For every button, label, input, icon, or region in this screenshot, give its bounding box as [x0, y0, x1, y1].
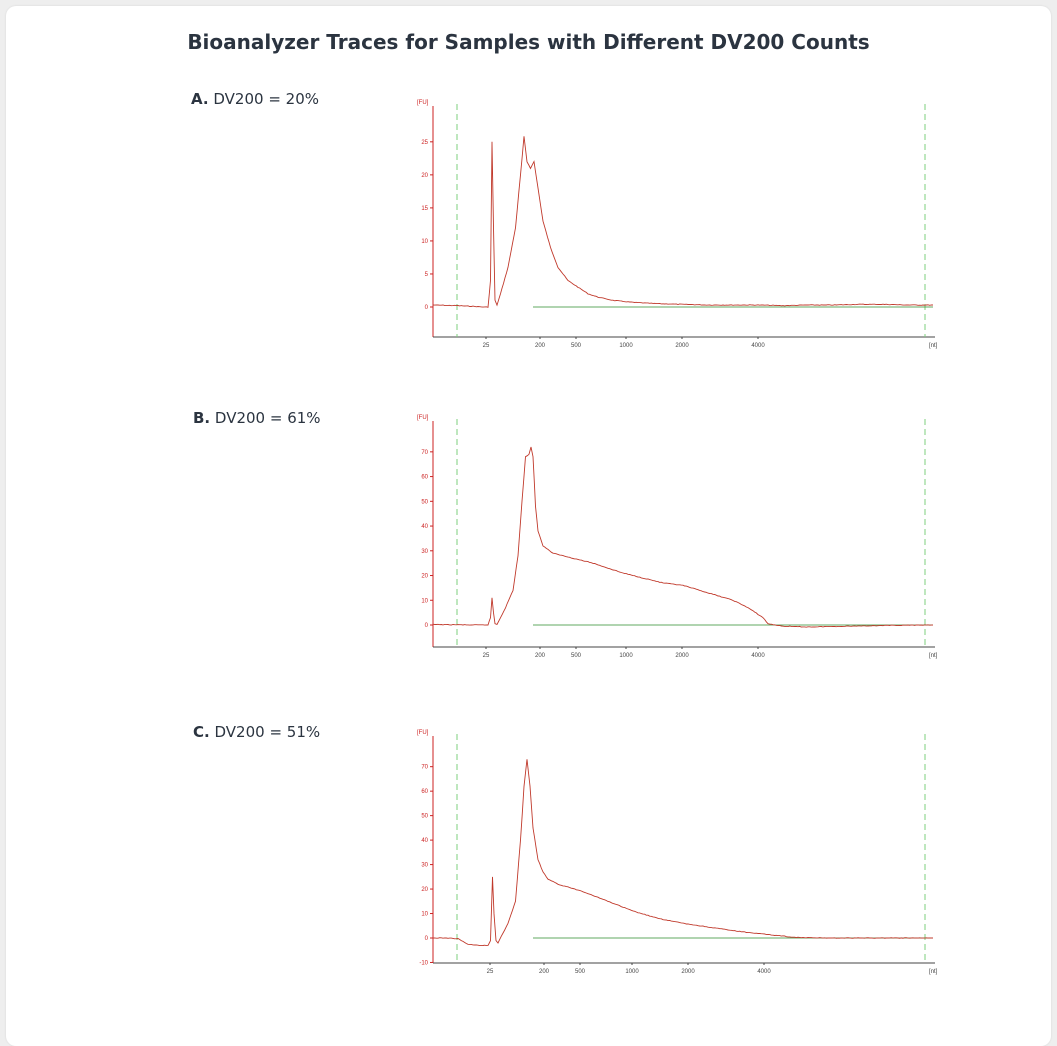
panel-a-letter: A.: [191, 90, 209, 108]
y-tick-label: 40: [421, 838, 428, 844]
trace-chart-a: [FU] [nt] 0 5 10 15 20 25 25 200 500 1000 2000 4000: [417, 100, 938, 349]
y-tick-label: 60: [421, 475, 428, 481]
panel-a-label: A. DV200 = 20%: [191, 90, 319, 108]
trace-chart-b: [FU] [nt] 0 10 20 30 40 50 60 70 25 200 500 1000 2000 4…: [417, 415, 938, 659]
x-tick-label: 500: [571, 653, 582, 659]
y-tick-label: 0: [425, 936, 429, 942]
x-tick-label: 25: [483, 343, 490, 349]
x-tick-label: 4000: [751, 653, 765, 659]
y-axis-label: [FU]: [417, 100, 429, 106]
x-tick-label: 2000: [675, 343, 689, 349]
y-tick-label: 20: [421, 173, 428, 179]
x-tick-label: 2000: [675, 653, 689, 659]
y-tick-label: 60: [421, 789, 428, 795]
panel-b-label: B. DV200 = 61%: [193, 409, 321, 427]
figure-title: Bioanalyzer Traces for Samples with Diff…: [187, 30, 870, 54]
x-tick-label: 200: [539, 969, 550, 975]
x-axis-label: [nt]: [929, 343, 938, 349]
x-tick-label: 4000: [751, 343, 765, 349]
y-tick-label: 30: [421, 863, 428, 869]
y-tick-label: 40: [421, 524, 428, 530]
y-tick-label: -10: [419, 960, 428, 966]
y-tick-label: 10: [421, 239, 428, 245]
x-tick-label: 4000: [757, 969, 771, 975]
figure-card: [6, 6, 1051, 1046]
y-tick-label: 30: [421, 549, 428, 555]
trace-line: [432, 759, 934, 947]
x-tick-label: 25: [483, 653, 490, 659]
x-tick-label: 200: [535, 343, 546, 349]
panel-b-caption: DV200 = 61%: [214, 409, 321, 427]
y-tick-label: 5: [425, 272, 429, 278]
x-tick-label: 1000: [619, 653, 633, 659]
panel-c-caption: DV200 = 51%: [214, 723, 321, 741]
trace-line: [432, 136, 934, 308]
x-axis-label: [nt]: [929, 653, 938, 659]
y-tick-label: 0: [425, 305, 429, 311]
y-tick-label: 50: [421, 814, 428, 820]
y-tick-label: 70: [421, 450, 428, 456]
y-tick-label: 0: [425, 623, 429, 629]
y-tick-label: 50: [421, 499, 428, 505]
y-tick-label: 10: [421, 598, 428, 604]
y-tick-label: 20: [421, 887, 428, 893]
y-axis-label: [FU]: [417, 415, 429, 421]
x-tick-label: 25: [487, 969, 494, 975]
x-tick-label: 1000: [619, 343, 633, 349]
panel-a-caption: DV200 = 20%: [213, 90, 319, 108]
y-axis-label: [FU]: [417, 730, 429, 736]
x-tick-label: 500: [571, 343, 582, 349]
x-tick-label: 2000: [681, 969, 695, 975]
y-tick-label: 70: [421, 765, 428, 771]
x-tick-label: 1000: [625, 969, 639, 975]
y-tick-label: 10: [421, 912, 428, 918]
panel-c-label: C. DV200 = 51%: [193, 723, 320, 741]
trace-chart-c: [FU] [nt] -10 0 10 20 30 40 50 60 70 25 200 500 1000 20…: [417, 730, 938, 975]
panel-c-letter: C.: [193, 723, 210, 741]
trace-line: [432, 446, 934, 628]
x-tick-label: 500: [575, 969, 586, 975]
y-tick-label: 25: [421, 140, 428, 146]
panel-b-letter: B.: [193, 409, 211, 427]
x-tick-label: 200: [535, 653, 546, 659]
y-tick-label: 20: [421, 574, 428, 580]
x-axis-label: [nt]: [929, 969, 938, 975]
y-tick-label: 15: [421, 206, 428, 212]
